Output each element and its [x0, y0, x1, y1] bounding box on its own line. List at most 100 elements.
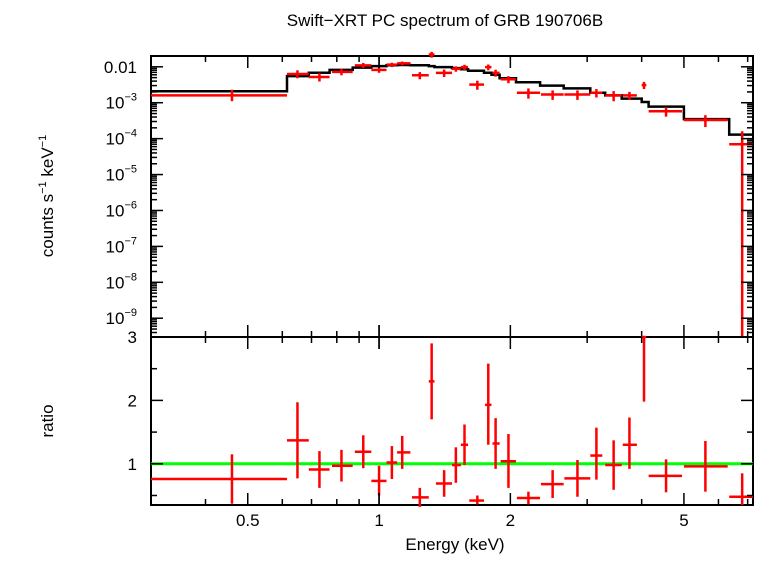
- ratio-data-point: [540, 470, 564, 499]
- ylabel-text: keV: [38, 147, 57, 182]
- tick-exponent: −8: [124, 271, 137, 283]
- ratio-data-point: [371, 465, 387, 496]
- tick-exponent: −3: [124, 92, 137, 104]
- tick-base: 10: [106, 273, 125, 292]
- spectrum-data-point: [371, 67, 387, 73]
- y-tick-label: 10−6: [106, 199, 137, 220]
- spectrum-data-layer: [151, 51, 753, 337]
- ratio-data-point: [354, 435, 372, 469]
- tick-exponent: −9: [124, 307, 137, 319]
- ratio-data-point: [435, 470, 453, 497]
- ratio-data-point: [564, 459, 591, 497]
- y-tick-label: 10−9: [106, 307, 137, 328]
- ratio-data-point: [428, 343, 435, 420]
- tick-base: 10: [106, 309, 125, 328]
- ratio-data-point: [469, 495, 484, 505]
- tick-base: 10: [106, 94, 125, 113]
- x-tick-label: 1: [374, 511, 383, 530]
- spectrum-data-point: [500, 76, 516, 84]
- spectrum-data-point: [435, 69, 453, 78]
- spectrum-y-axis-label: counts s−1 keV−1: [37, 135, 57, 257]
- spectrum-data-point: [412, 72, 429, 80]
- spectrum-data-point: [151, 89, 287, 102]
- y-tick-label: 10−7: [106, 235, 137, 256]
- ratio-data-point: [331, 449, 353, 482]
- ratio-data-point: [485, 363, 492, 445]
- ratio-x-ticks: 0.5 1 2 5: [150, 337, 749, 530]
- spectrum-data-point: [308, 73, 330, 82]
- tick-base: 10: [106, 130, 125, 149]
- spectrum-data-point: [460, 64, 469, 70]
- ratio-data-point: [729, 473, 753, 505]
- spectrum-data-point: [331, 68, 353, 76]
- spectrum-data-point: [641, 81, 647, 90]
- spectrum-x-ticks: [150, 56, 749, 337]
- spectrum-data-point: [386, 62, 398, 68]
- ratio-panel: 1 2 3 0.5 1 2 5 ratio: [38, 328, 754, 530]
- ratio-data-point: [590, 427, 603, 480]
- spectrum-data-point: [590, 89, 603, 98]
- ratio-y-axis-label: ratio: [38, 404, 57, 437]
- spectrum-data-point: [469, 80, 484, 90]
- tick-base: 0.01: [104, 58, 137, 77]
- y-tick-label: 10−8: [106, 271, 137, 292]
- ratio-data-point: [516, 491, 541, 505]
- ylabel-text: counts s: [38, 194, 57, 257]
- y-tick-label: 10−3: [106, 92, 137, 113]
- tick-base: 10: [106, 166, 125, 185]
- spectrum-data-point: [648, 107, 683, 117]
- ratio-data-point: [286, 402, 309, 479]
- x-tick-label: 0.5: [236, 511, 260, 530]
- ratio-data-point: [460, 424, 469, 466]
- tick-base: 10: [106, 201, 125, 220]
- x-axis-label: Energy (keV): [405, 535, 504, 554]
- chart-title: Swift−XRT PC spectrum of GRB 190706B: [287, 11, 603, 30]
- spectrum-data-point: [485, 64, 492, 71]
- tick-exponent: −7: [124, 235, 137, 247]
- ratio-data-point: [397, 435, 411, 469]
- y-tick-label: 3: [128, 328, 137, 347]
- y-tick-label: 10−4: [106, 128, 137, 149]
- tick-exponent: −6: [124, 199, 137, 211]
- ratio-y-ticks: 1 2 3: [128, 328, 753, 497]
- x-tick-label: 5: [679, 511, 688, 530]
- spectrum-data-point: [683, 115, 728, 128]
- spectrum-data-point: [540, 90, 564, 100]
- ylabel-exponent: −1: [37, 181, 49, 194]
- x-tick-label: 2: [506, 511, 515, 530]
- model-histogram: [151, 63, 753, 136]
- ratio-data-point: [683, 440, 728, 492]
- ratio-data-point: [492, 418, 500, 469]
- spectrum-data-point: [452, 66, 461, 72]
- ylabel-exponent: −1: [37, 135, 49, 148]
- spectrum-data-point: [516, 88, 541, 99]
- y-tick-label: 0.01: [104, 58, 137, 77]
- ratio-data-point: [308, 451, 330, 488]
- tick-exponent: −4: [124, 128, 137, 140]
- ratio-data-point: [622, 417, 637, 469]
- ratio-data-point: [648, 459, 683, 493]
- ratio-panel-frame: [150, 336, 754, 506]
- spectrum-data-point: [564, 90, 591, 100]
- ratio-data-point: [641, 335, 647, 402]
- spectrum-data-point: [492, 69, 500, 77]
- ratio-data-point: [605, 440, 622, 490]
- spectrum-data-point: [397, 61, 411, 66]
- y-tick-label: 2: [128, 391, 137, 410]
- ratio-data-point: [500, 433, 516, 488]
- ratio-data-layer: [151, 335, 753, 507]
- tick-base: 10: [106, 237, 125, 256]
- ratio-data-point: [386, 446, 398, 480]
- ratio-data-point: [452, 447, 461, 483]
- spectrum-model-layer: [151, 63, 753, 136]
- tick-exponent: −5: [124, 164, 137, 176]
- y-tick-label: 10−5: [106, 164, 137, 185]
- spectrum-data-point: [354, 62, 372, 68]
- spectrum-data-point: [428, 51, 435, 58]
- spectrum-data-point: [286, 70, 309, 79]
- y-tick-label: 1: [128, 455, 137, 474]
